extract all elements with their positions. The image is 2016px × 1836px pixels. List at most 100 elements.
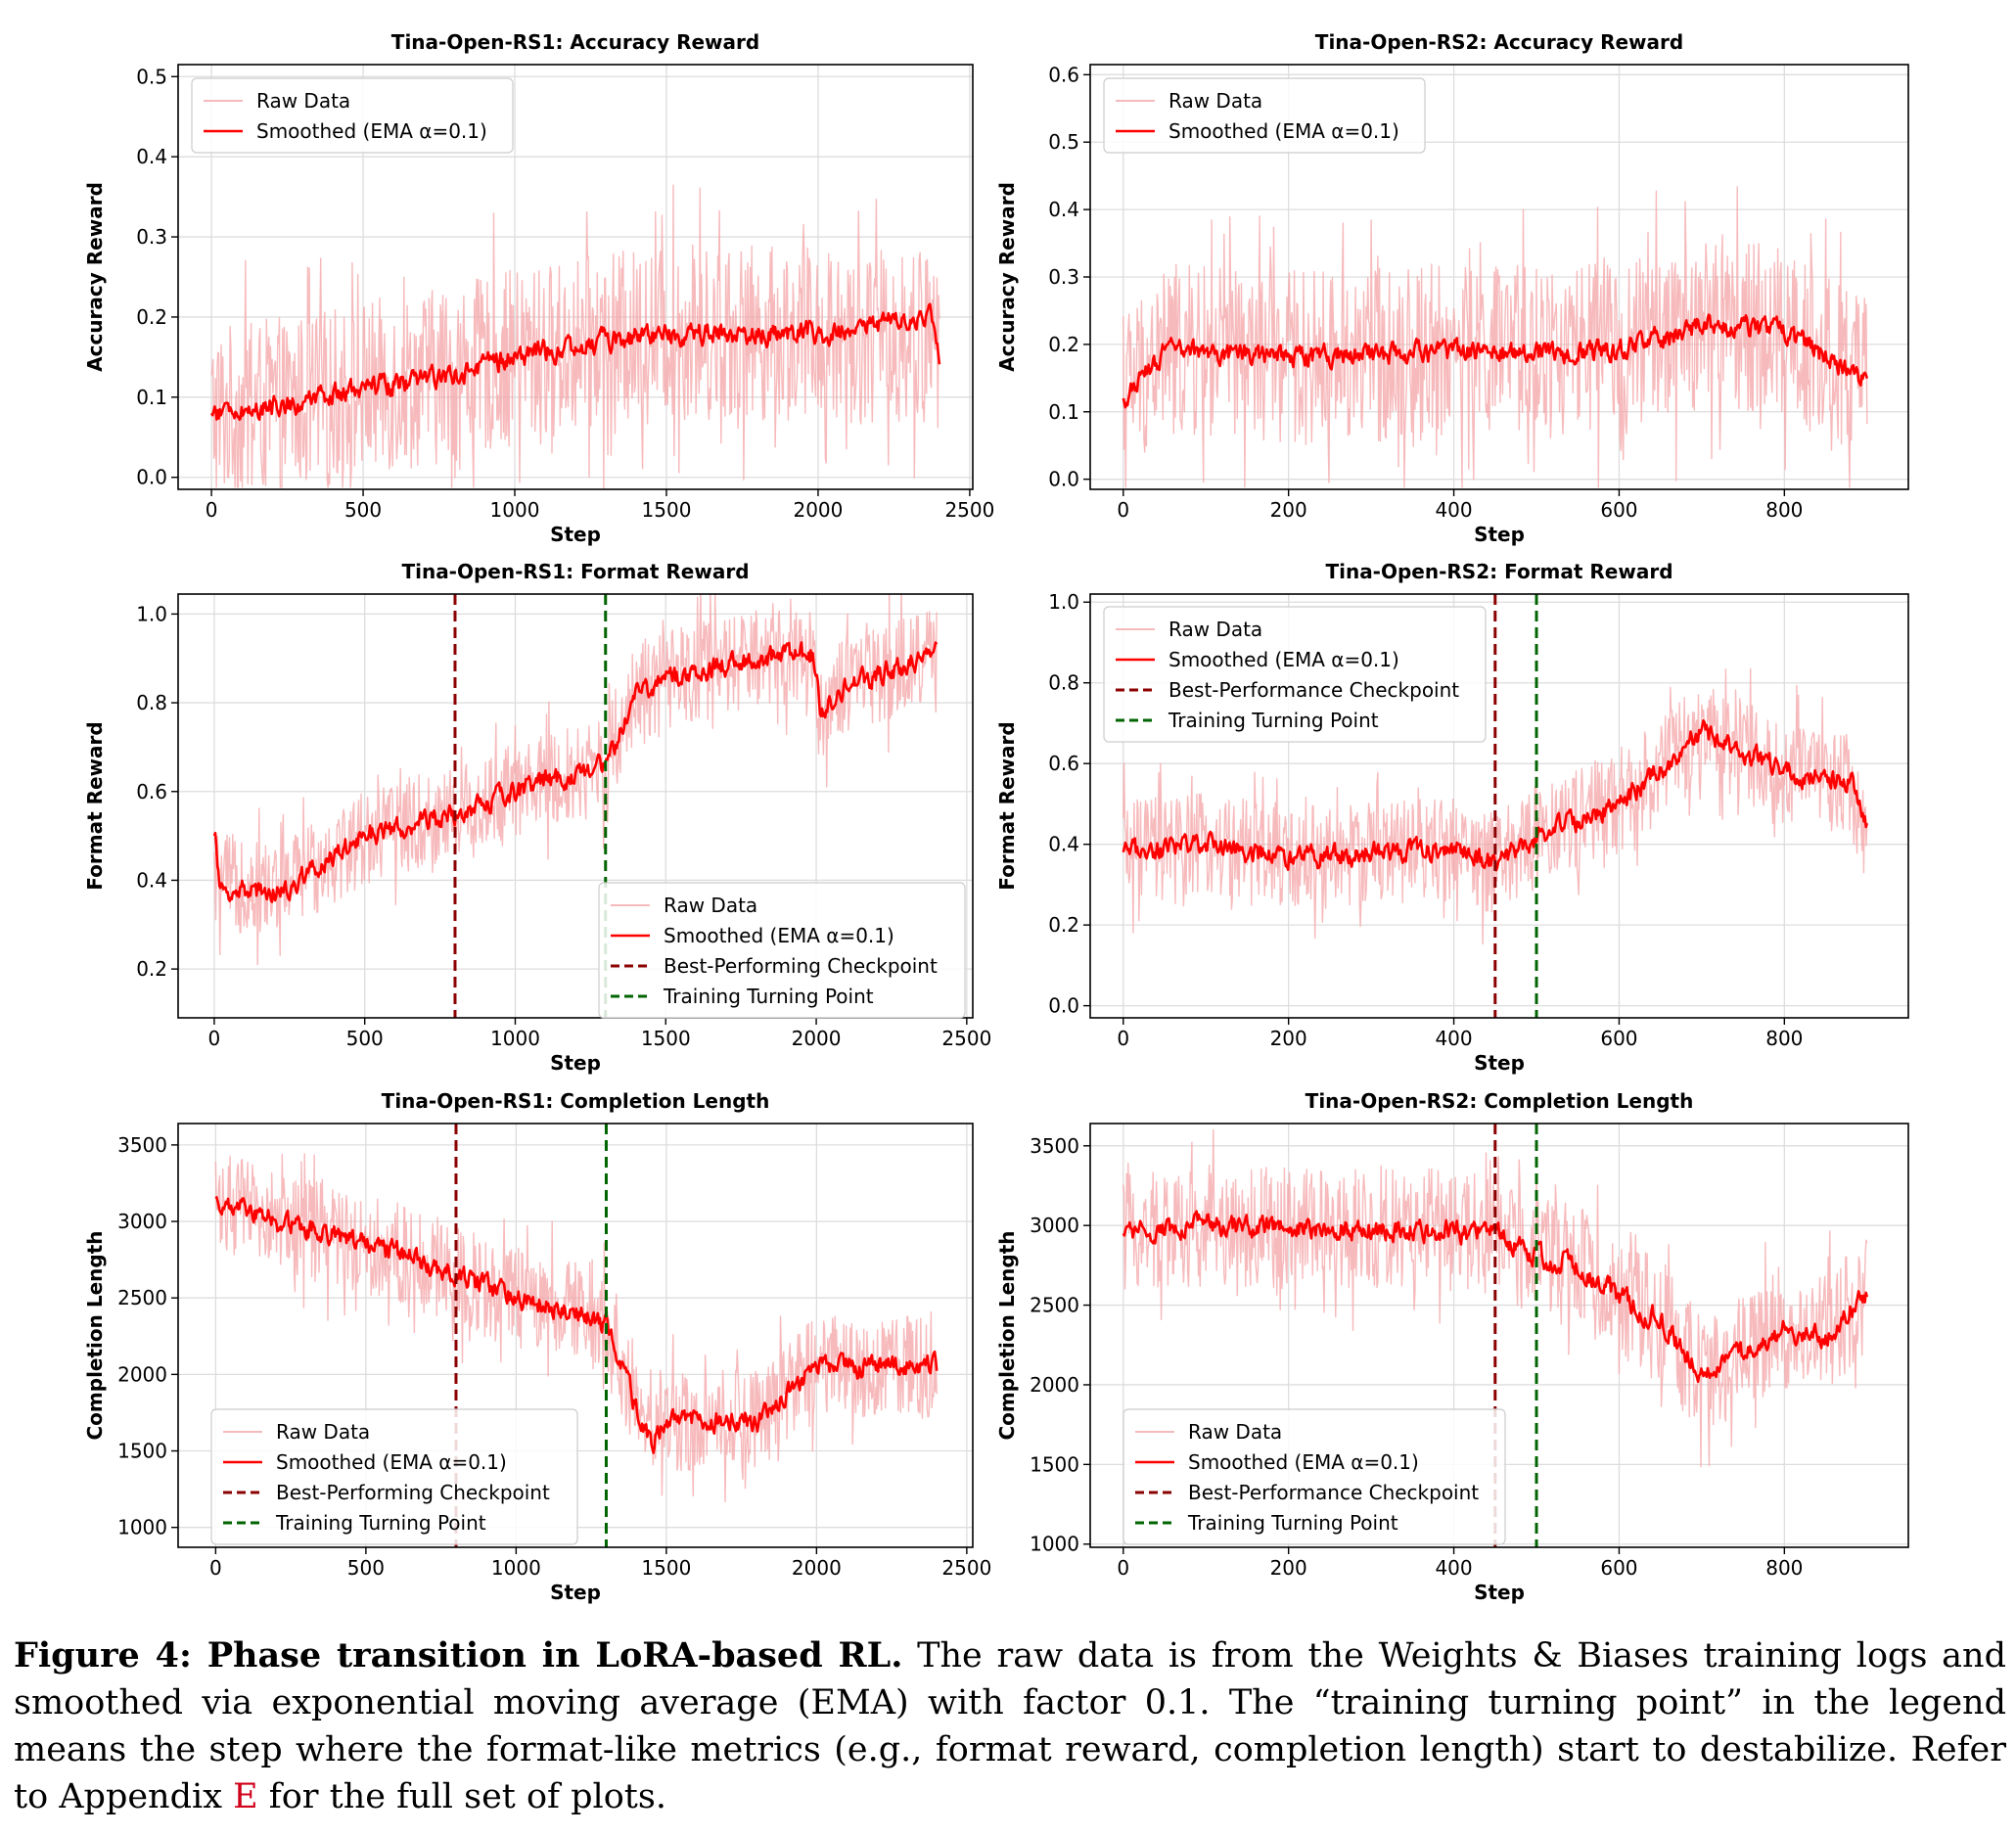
chart-title: Tina-Open-RS2: Completion Length [1306, 1089, 1694, 1113]
y-tick-label: 0.2 [1048, 913, 1079, 937]
series-raw [1123, 186, 1868, 488]
legend: Raw Data Smoothed (EMA α=0.1) [191, 77, 514, 154]
legend-entry: Training Turning Point [275, 1511, 486, 1535]
x-tick-label: 400 [1435, 498, 1472, 522]
x-tick-label: 200 [1270, 1027, 1307, 1050]
series-raw [1123, 1128, 1868, 1468]
series-smoothed [209, 302, 941, 422]
series-raw [213, 594, 938, 966]
y-tick-label: 1500 [117, 1440, 167, 1463]
y-tick-label: 2000 [117, 1362, 167, 1386]
x-tick-label: 1000 [491, 1556, 541, 1580]
x-axis-label: Step [1474, 1581, 1525, 1604]
y-axis-label: Format Reward [83, 721, 107, 890]
y-tick-label: 2000 [1030, 1373, 1079, 1397]
series-smoothed [1122, 313, 1869, 409]
legend-entry: Raw Data [256, 89, 350, 113]
x-tick-label: 500 [346, 1027, 384, 1050]
plot-frame [177, 64, 974, 490]
chart-title: Tina-Open-RS1: Accuracy Reward [391, 30, 759, 54]
legend: Raw Data Smoothed (EMA α=0.1) Best-Perform… [1103, 606, 1487, 743]
chart-panel-3: 0 500 1000 1500 2000 2500 0.2 0.4 0.6 0.8 1.0 Tina-… [83, 560, 991, 1075]
series-smoothed [214, 1196, 939, 1454]
x-tick-label: 1000 [490, 498, 540, 522]
x-tick-label: 200 [1270, 498, 1307, 522]
chart-title: Tina-Open-RS2: Accuracy Reward [1315, 30, 1683, 54]
y-tick-label: 0.2 [136, 957, 167, 981]
y-tick-label: 1.0 [136, 602, 167, 625]
chart-panel-6: 0 200 400 600 800 1000 1500 2000 2500 3000 3500 Tin… [995, 1089, 1909, 1604]
x-tick-label: 0 [209, 1556, 222, 1580]
legend: Raw Data Smoothed (EMA α=0.1) [1103, 77, 1426, 154]
y-tick-label: 0.6 [1048, 63, 1079, 86]
legend-entry: Smoothed (EMA α=0.1) [276, 1450, 507, 1474]
y-tick-label: 0.4 [1048, 833, 1079, 856]
x-tick-label: 200 [1270, 1556, 1307, 1580]
caption-text-end: for the full set of plots. [257, 1777, 666, 1816]
legend-entry: Smoothed (EMA α=0.1) [664, 924, 894, 947]
x-tick-label: 0 [1117, 1556, 1129, 1580]
y-tick-label: 0.3 [136, 225, 167, 249]
y-axis-label: Format Reward [995, 721, 1019, 890]
plot-frame [1089, 593, 1909, 1019]
y-tick-label: 0.5 [136, 65, 167, 88]
y-axis-label: Accuracy Reward [995, 182, 1019, 372]
x-axis-label: Step [1474, 1051, 1525, 1075]
y-tick-label: 0.2 [1048, 333, 1079, 356]
legend-entry: Training Turning Point [1187, 1511, 1398, 1535]
y-tick-label: 0.1 [1048, 400, 1079, 424]
plot-frame [177, 1123, 974, 1548]
x-tick-label: 1000 [490, 1027, 540, 1050]
x-tick-label: 1500 [642, 498, 692, 522]
legend-entry: Best-Performing Checkpoint [276, 1481, 550, 1504]
y-axis-label: Completion Length [995, 1230, 1019, 1440]
legend-entry: Training Turning Point [663, 985, 874, 1008]
x-tick-label: 600 [1600, 1556, 1637, 1580]
x-tick-label: 500 [344, 498, 382, 522]
x-tick-label: 0 [1117, 1027, 1129, 1050]
x-tick-label: 600 [1600, 1027, 1637, 1050]
legend-entry: Raw Data [1168, 89, 1262, 113]
x-tick-label: 1500 [641, 1556, 691, 1580]
chart-title: Tina-Open-RS1: Completion Length [382, 1089, 770, 1113]
y-axis-label: Completion Length [83, 1230, 107, 1440]
x-axis-label: Step [1474, 523, 1525, 546]
y-tick-label: 0.0 [1048, 468, 1079, 491]
series-raw [214, 1153, 938, 1502]
x-tick-label: 2000 [792, 1027, 842, 1050]
x-tick-label: 400 [1435, 1556, 1472, 1580]
legend-entry: Best-Performing Checkpoint [664, 954, 938, 978]
y-axis-label: Accuracy Reward [83, 182, 107, 372]
x-tick-label: 500 [347, 1556, 385, 1580]
y-tick-label: 3000 [1030, 1214, 1079, 1237]
chart-title: Tina-Open-RS1: Format Reward [401, 560, 749, 583]
y-tick-label: 0.5 [1048, 130, 1079, 154]
legend: Raw Data Smoothed (EMA α=0.1) Best-Perform… [210, 1408, 578, 1545]
series-raw [210, 184, 940, 489]
appendix-link[interactable]: E [233, 1777, 258, 1816]
y-tick-label: 0.0 [136, 466, 167, 489]
y-tick-label: 0.4 [1048, 198, 1079, 221]
y-tick-label: 0.8 [136, 691, 167, 714]
x-tick-label: 0 [208, 1027, 221, 1050]
x-tick-label: 800 [1765, 498, 1803, 522]
chart-panel-2: 0 200 400 600 800 0.0 0.1 0.2 0.3 0.4 0.5 0.6 Tina-O… [995, 30, 1909, 546]
x-tick-label: 2000 [792, 1556, 842, 1580]
y-tick-label: 0.8 [1048, 671, 1079, 695]
x-tick-label: 400 [1435, 1027, 1472, 1050]
legend-entry: Raw Data [276, 1420, 370, 1444]
y-tick-label: 0.6 [1048, 752, 1079, 775]
x-tick-label: 0 [1117, 498, 1129, 522]
y-tick-label: 0.4 [136, 868, 167, 892]
legend-entry: Raw Data [664, 894, 757, 917]
x-tick-label: 1500 [641, 1027, 691, 1050]
y-tick-label: 0.1 [136, 386, 167, 409]
y-tick-label: 2500 [117, 1286, 167, 1309]
legend-entry: Smoothed (EMA α=0.1) [1168, 648, 1399, 671]
x-axis-label: Step [550, 1051, 601, 1075]
y-tick-label: 2500 [1030, 1294, 1079, 1317]
y-tick-label: 1500 [1030, 1452, 1079, 1476]
x-tick-label: 2500 [941, 1556, 991, 1580]
legend-entry: Best-Performance Checkpoint [1188, 1481, 1479, 1504]
y-tick-label: 1000 [1030, 1533, 1079, 1556]
